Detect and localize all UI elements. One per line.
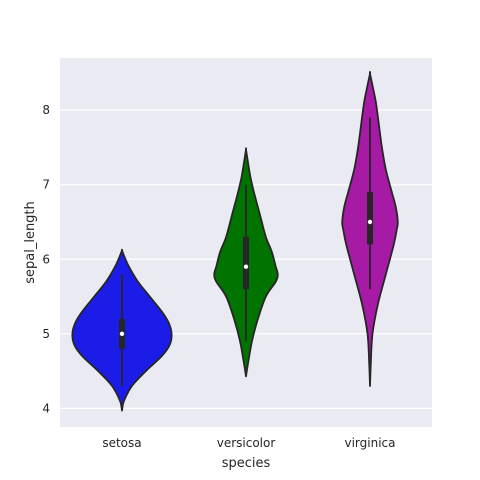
median-setosa [119,331,125,337]
y-tick-label: 8 [42,103,50,117]
x-tick-labels: setosa versicolor virginica [102,436,395,450]
y-tick-labels: 4 5 6 7 8 [42,103,50,415]
y-axis-label: sepal_length [23,201,38,284]
x-tick-label: setosa [102,436,141,450]
y-tick-label: 6 [42,252,50,266]
median-virginica [367,219,373,225]
x-tick-label: virginica [345,436,396,450]
y-tick-label: 7 [42,178,50,192]
y-tick-label: 5 [42,327,50,341]
violins [71,70,399,412]
x-axis-label: species [222,456,271,471]
x-tick-label: versicolor [217,436,276,450]
y-tick-label: 4 [42,401,50,415]
median-versicolor [243,264,249,269]
